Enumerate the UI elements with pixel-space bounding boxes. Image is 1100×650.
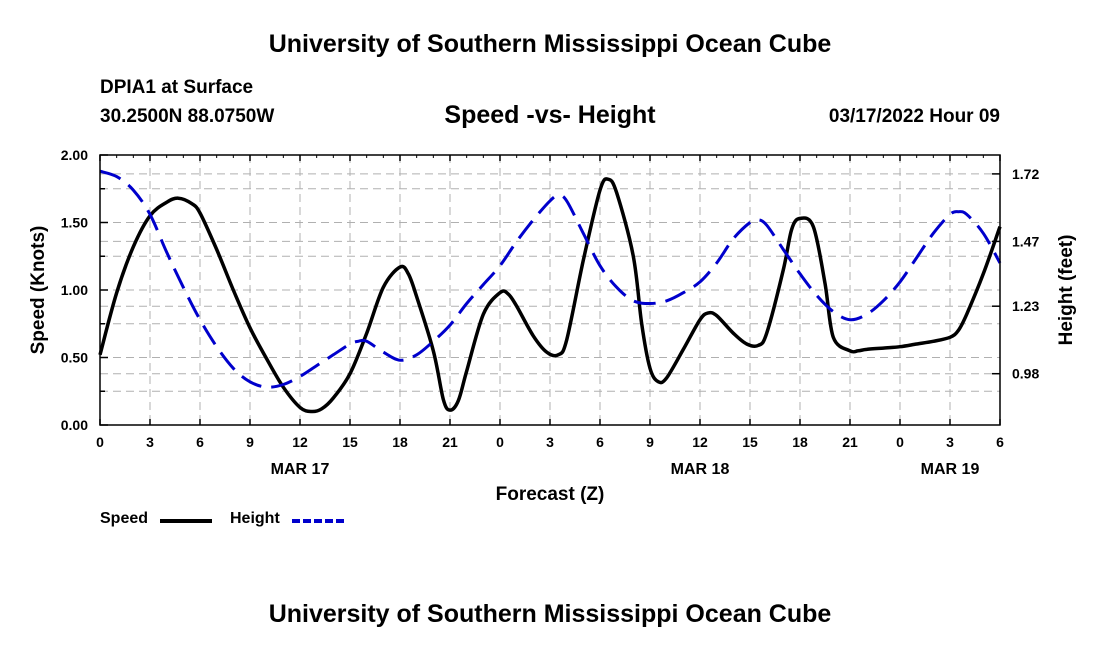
y2-tick-label: 1.47 <box>1012 233 1039 249</box>
footer-title: University of Southern Mississippi Ocean… <box>268 600 832 628</box>
x-tick-label: 0 <box>96 434 104 450</box>
x-tick-label: 0 <box>496 434 504 450</box>
x-tick-label: 3 <box>546 434 554 450</box>
grid-lines <box>100 155 1000 425</box>
main-title: University of Southern Mississippi Ocean… <box>268 30 832 58</box>
y-tick-label: 0.00 <box>61 417 88 433</box>
x-tick-label: 18 <box>392 434 408 450</box>
day-label: MAR 18 <box>671 461 730 478</box>
x-tick-label: 6 <box>596 434 604 450</box>
day-label: MAR 17 <box>271 461 330 478</box>
height-series-line <box>99 169 1002 389</box>
x-tick-label: 15 <box>342 434 358 450</box>
x-tick-label: 15 <box>742 434 758 450</box>
x-tick-label: 6 <box>996 434 1004 450</box>
x-tick-label: 12 <box>692 434 708 450</box>
y2-tick-label: 1.72 <box>1012 166 1039 182</box>
station-label: DPIA1 at Surface <box>100 77 254 98</box>
y-axis-label: Speed (Knots) <box>28 226 49 355</box>
series-lines <box>98 169 1002 414</box>
y-tick-label: 2.00 <box>61 147 88 163</box>
x-tick-label: 18 <box>792 434 808 450</box>
x-tick-label: 6 <box>196 434 204 450</box>
chart-subtitle: Speed -vs- Height <box>444 101 656 129</box>
speed-series-line <box>98 177 1002 414</box>
x-tick-label: 3 <box>946 434 954 450</box>
x-tick-label: 21 <box>442 434 458 450</box>
legend-height-swatch <box>292 519 344 523</box>
axes: 0 3 6 9 12 15 18 21 0 3 6 9 12 15 18 21 0 3 6 MAR 17 MAR 18 M… <box>61 147 1040 478</box>
y-tick-label: 1.50 <box>61 215 88 231</box>
y2-axis-label: Height (feet) <box>1056 235 1077 346</box>
day-label: MAR 19 <box>921 461 980 478</box>
x-tick-label: 9 <box>246 434 254 450</box>
y2-tick-label: 1.23 <box>1012 298 1039 314</box>
x-tick-label: 12 <box>292 434 308 450</box>
x-tick-label: 9 <box>646 434 654 450</box>
legend-speed-label: Speed <box>100 510 149 527</box>
x-axis-label: Forecast (Z) <box>496 484 605 505</box>
y-tick-label: 0.50 <box>61 350 88 366</box>
legend-height-label: Height <box>230 510 280 527</box>
y2-tick-label: 0.98 <box>1012 366 1039 382</box>
coordinates-label: 30.2500N 88.0750W <box>100 106 275 127</box>
y-tick-label: 1.00 <box>61 282 88 298</box>
forecast-datetime: 03/17/2022 Hour 09 <box>828 106 1000 127</box>
x-tick-label: 0 <box>896 434 904 450</box>
x-tick-label: 21 <box>842 434 858 450</box>
legend-speed-swatch <box>160 519 212 523</box>
x-tick-label: 3 <box>146 434 154 450</box>
